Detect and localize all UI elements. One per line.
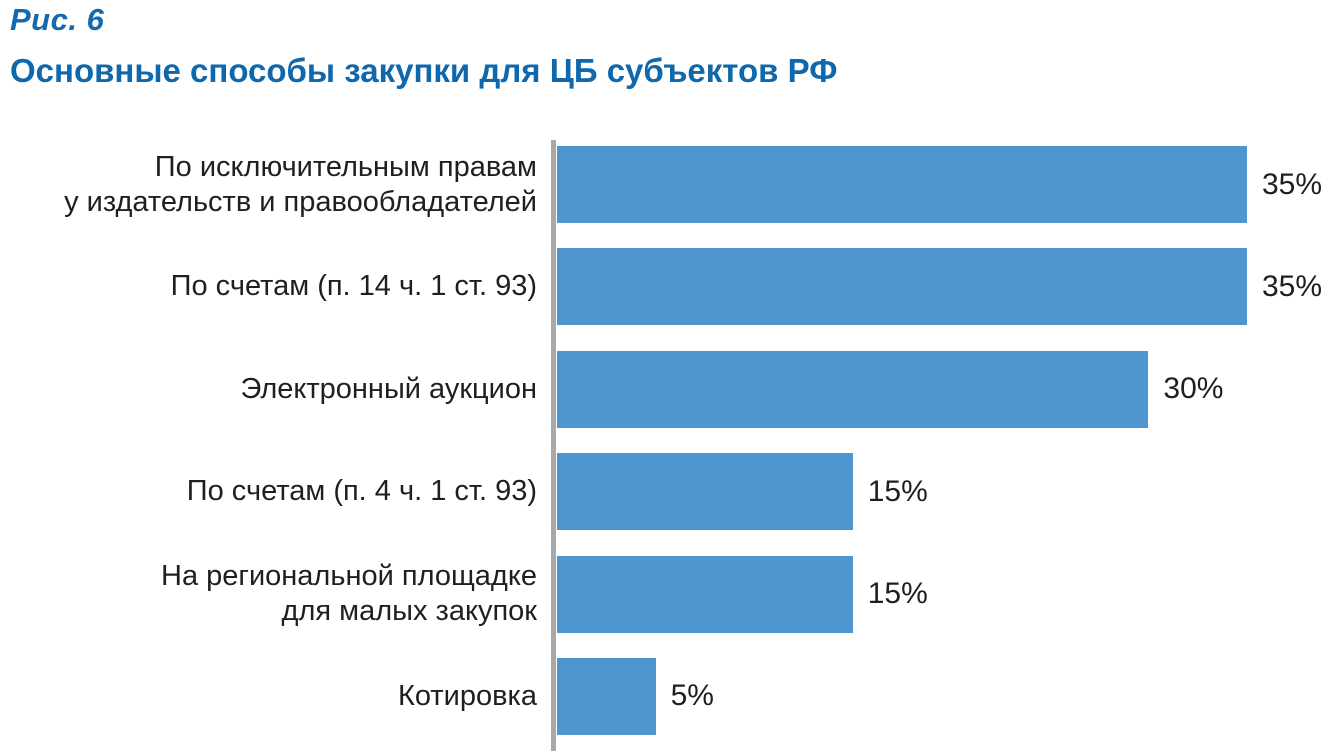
value-label: 5% (670, 679, 714, 713)
bar-wrap: 15% (557, 453, 928, 531)
axis-line (551, 140, 556, 751)
chart-rows: По исключительным правам у издательств и… (0, 146, 1338, 735)
bar (557, 350, 1149, 428)
value-label: 15% (867, 577, 928, 611)
bar-wrap: 5% (557, 657, 714, 735)
bar (557, 248, 1247, 326)
bar (557, 555, 853, 633)
category-label: На региональной площадке для малых закуп… (161, 560, 537, 628)
value-label: 35% (1262, 269, 1323, 303)
chart-row: Котировка 5% (0, 657, 1338, 735)
bar-wrap: 35% (557, 146, 1322, 223)
bar (557, 657, 656, 735)
category-label: По счетам (п. 4 ч. 1 ст. 93) (186, 475, 537, 508)
bar (557, 453, 853, 531)
category-label: По счетам (п. 14 ч. 1 ст. 93) (170, 270, 537, 303)
value-label: 30% (1163, 372, 1224, 406)
figure-title: Основные способы закупки для ЦБ субъекто… (10, 52, 838, 89)
value-label: 15% (867, 474, 928, 508)
bar-wrap: 15% (557, 555, 928, 633)
bar (557, 146, 1247, 223)
value-label: 35% (1262, 167, 1323, 201)
chart-row: По счетам (п. 4 ч. 1 ст. 93) 15% (0, 453, 1338, 531)
chart-row: На региональной площадке для малых закуп… (0, 555, 1338, 633)
category-label: Электронный аукцион (240, 372, 537, 405)
category-label: По исключительным правам у издательств и… (64, 150, 537, 218)
chart-row: По счетам (п. 14 ч. 1 ст. 93) 35% (0, 248, 1338, 326)
bar-chart: По исключительным правам у издательств и… (0, 140, 1338, 751)
bar-wrap: 35% (557, 248, 1323, 326)
chart-row: По исключительным правам у издательств и… (0, 146, 1338, 223)
category-label: Котировка (398, 680, 537, 713)
chart-row: Электронный аукцион 30% (0, 350, 1338, 428)
figure-number: Рис. 6 (10, 2, 105, 37)
bar-wrap: 30% (557, 350, 1224, 428)
